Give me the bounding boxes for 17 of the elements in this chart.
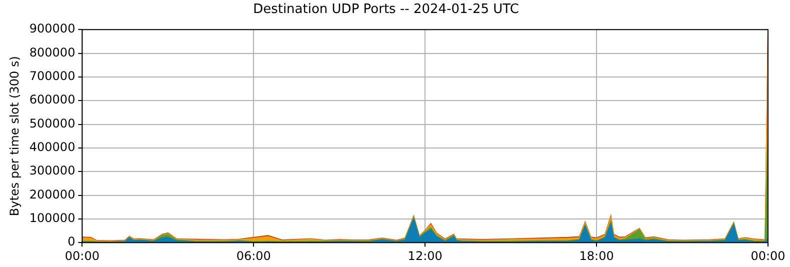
x-tick-label: 00:00 (750, 248, 786, 263)
y-tick-label: 600000 (29, 92, 76, 107)
x-tick-label: 06:00 (236, 248, 271, 263)
y-axis-title: Bytes per time slot (300 s) (7, 56, 22, 216)
chart-title: Destination UDP Ports -- 2024-01-25 UTC (253, 2, 519, 18)
y-tick-label: 500000 (29, 116, 76, 130)
y-tick-label: 700000 (29, 69, 76, 84)
y-tick-label: 300000 (29, 164, 76, 178)
y-tick-label: 400000 (29, 140, 76, 154)
y-tick-label: 900000 (29, 22, 76, 36)
x-tick-label: 18:00 (579, 248, 614, 263)
y-tick-label: 0 (68, 234, 76, 249)
y-tick-label: 800000 (29, 45, 76, 60)
y-tick-label: 200000 (29, 187, 76, 202)
x-tick-label: 00:00 (64, 248, 100, 263)
y-tick-label: 100000 (29, 211, 76, 226)
x-tick-label: 12:00 (408, 248, 442, 263)
